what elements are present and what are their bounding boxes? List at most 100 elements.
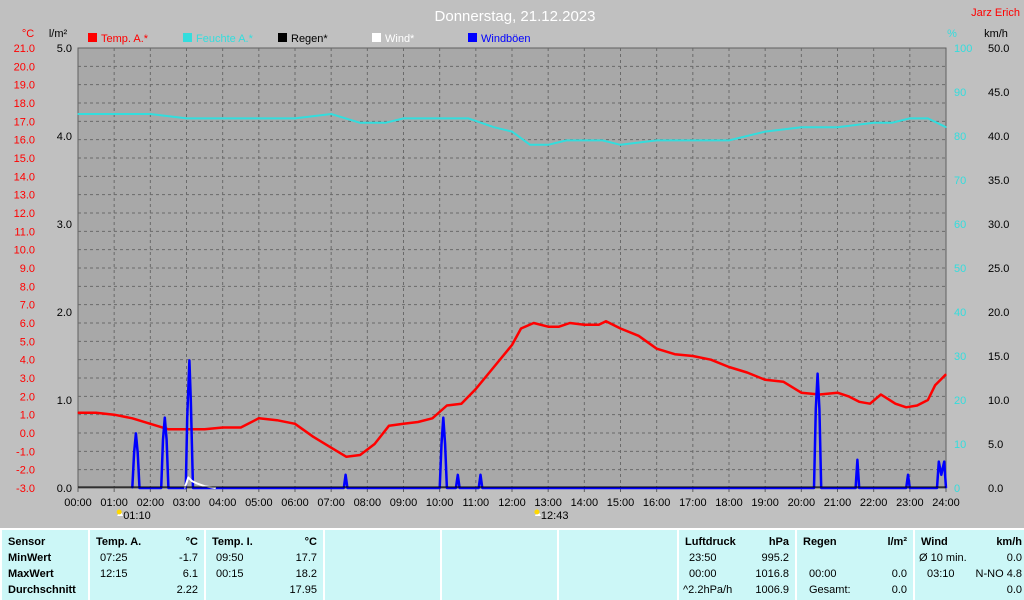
temp-i-max-time: 00:15: [216, 568, 244, 580]
temp-axis: 21.0 20.0 19.0 18.0 17.0 16.0 15.0 14.0 13.0 12.0…: [14, 43, 35, 495]
temp-tick-label: 0.0: [20, 428, 35, 440]
legend-swatch-humidity: [183, 33, 192, 42]
series-point-2: [188, 359, 190, 361]
series-point-0: [417, 421, 419, 423]
temp-a-max-value: 6.1: [182, 568, 198, 580]
series-point-0: [547, 326, 549, 328]
series-point-2: [162, 439, 164, 441]
temp-tick-label: 5.0: [20, 336, 35, 348]
temp-tick-label: 20.0: [14, 61, 35, 73]
series-point-0: [446, 404, 448, 407]
series-point-1: [565, 139, 567, 141]
pressure-min-time: 23:50: [689, 552, 717, 564]
wind-tick-label: 30.0: [988, 219, 1009, 231]
x-tick-label: 16:00: [643, 497, 671, 509]
x-tick-label: 20:00: [788, 497, 816, 509]
series-point-1: [601, 139, 604, 141]
series-point-2: [940, 474, 942, 476]
x-tick-label: 21:00: [824, 497, 852, 509]
series-point-3: [196, 483, 198, 485]
wind-max-value: N-NO 4.8: [975, 568, 1022, 580]
empty-section-1: [325, 530, 440, 600]
sun-icon-0: [116, 509, 122, 515]
series-point-2: [442, 417, 444, 419]
temp-tick-label: -3.0: [16, 483, 35, 495]
temp-tick-label: 10.0: [14, 245, 35, 257]
series-point-2: [457, 474, 459, 476]
series-point-2: [817, 373, 819, 375]
wind-axis: 50.0 45.0 40.0 35.0 30.0 25.0 20.0 15.0 10.0 5.0 0…: [988, 43, 1009, 495]
series-point-2: [164, 417, 166, 419]
series-point-1: [800, 126, 802, 128]
series-point-3: [191, 480, 193, 482]
series-point-0: [858, 401, 860, 403]
x-tick-label: 00:00: [64, 497, 92, 509]
temp-tick-label: 15.0: [14, 153, 35, 165]
wind-tick-label: 50.0: [988, 43, 1009, 55]
temp-tick-label: 11.0: [14, 226, 35, 238]
series-point-0: [77, 412, 79, 414]
temp-tick-label: 13.0: [14, 190, 35, 202]
x-tick-label: 05:00: [245, 497, 273, 509]
series-point-0: [800, 392, 802, 394]
series-point-2: [856, 459, 858, 461]
temp-i-min-value: 17.7: [295, 552, 317, 564]
humidity-tick-label: 70: [954, 175, 966, 187]
series-point-1: [258, 117, 260, 119]
temp-tick-label: 16.0: [14, 135, 35, 147]
series-point-1: [113, 113, 115, 115]
temp-tick-label: -1.0: [16, 446, 35, 458]
legend-swatch-rain: [278, 33, 287, 42]
series-point-0: [373, 443, 376, 445]
series-point-0: [388, 425, 390, 427]
temp-axis-unit: °C: [22, 28, 34, 40]
series-point-2: [167, 487, 170, 489]
series-point-2: [815, 408, 817, 410]
series-point-2: [439, 487, 441, 489]
series-point-1: [359, 122, 361, 124]
series-point-0: [945, 373, 947, 375]
wind-tick-label: 40.0: [988, 131, 1009, 143]
series-layer: [77, 113, 948, 490]
series-point-0: [916, 404, 918, 407]
series-point-2: [455, 487, 457, 489]
series-point-2: [479, 474, 482, 476]
legend-swatch-wind: [372, 33, 381, 42]
series-point-2: [186, 417, 188, 419]
series-point-0: [294, 423, 296, 425]
pressure-header: Luftdruck: [685, 536, 736, 548]
empty-section-2: [442, 530, 557, 600]
temp-i-header: Temp. I.: [212, 536, 253, 548]
temp-i-min-time: 09:50: [216, 552, 244, 564]
legend-swatch-temp: [88, 33, 97, 42]
sensor-section: Sensor MinWert MaxWert Durchschnitt: [2, 530, 88, 600]
legend-label-humidity: Feuchte A.*: [196, 33, 254, 45]
x-tick-label: 14:00: [571, 497, 599, 509]
wind-tick-label: 5.0: [988, 439, 1003, 451]
row-label-avg: Durchschnitt: [8, 584, 76, 596]
series-point-0: [167, 428, 170, 430]
wind-avg-value: 0.0: [1006, 584, 1022, 596]
chart-title: Donnerstag, 21.12.2023: [435, 8, 596, 25]
series-point-1: [656, 139, 658, 141]
temp-a-unit: °C: [185, 536, 198, 548]
row-label-max: MaxWert: [8, 568, 54, 580]
temp-tick-label: 14.0: [14, 171, 35, 183]
series-point-0: [894, 403, 896, 405]
series-point-2: [346, 487, 349, 489]
temp-tick-label: 4.0: [20, 355, 35, 367]
series-point-1: [384, 122, 387, 124]
pressure-trend: ^2.2hPa/h: [683, 584, 733, 596]
series-point-2: [858, 487, 860, 489]
temp-tick-label: 19.0: [14, 80, 35, 92]
series-point-2: [905, 487, 907, 489]
series-point-0: [674, 353, 676, 355]
rain-axis-unit: l/m²: [49, 28, 68, 40]
series-point-0: [533, 322, 535, 324]
x-tick-label: 13:00: [534, 497, 562, 509]
series-point-2: [190, 399, 192, 401]
humidity-tick-label: 80: [954, 131, 966, 143]
temp-tick-label: 7.0: [20, 300, 35, 312]
series-point-0: [692, 355, 694, 357]
wind-tick-label: 35.0: [988, 175, 1009, 187]
